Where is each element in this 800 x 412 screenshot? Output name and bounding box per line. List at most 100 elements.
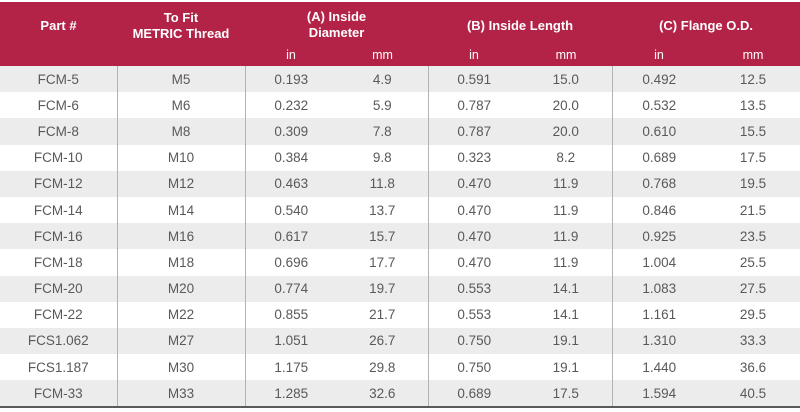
cell-thread: M5: [116, 66, 245, 93]
cell-b-in: 0.750: [427, 354, 521, 381]
cell-a-in: 1.285: [244, 380, 337, 407]
cell-b-in: 0.323: [427, 144, 521, 171]
cell-c-in: 1.083: [611, 275, 707, 302]
cell-b-mm: 11.9: [553, 176, 579, 192]
cell-c-mm: 27.5: [739, 281, 767, 297]
table-row: FCM-10 M10 0.384 9.8 0.323 8.2 0.689 17.5: [0, 144, 800, 171]
thread-label-line2: METRIC Thread: [132, 26, 230, 41]
table-row: FCM-8 M8 0.309 7.8 0.787 20.0 0.610 15.5: [0, 118, 800, 145]
table-row: FCM-6 M6 0.232 5.9 0.787 20.0 0.532 13.5: [0, 92, 800, 119]
cell-thread: M14: [116, 196, 245, 224]
unit-header-b-mm: mm: [520, 48, 613, 66]
cell-c-in: 1.004: [611, 249, 707, 276]
cell-c-mm: 36.6: [739, 359, 767, 375]
cell-part: FCS1.062: [27, 333, 89, 349]
cell-c-mm: 12.5: [739, 71, 767, 87]
cell-part: FCM-20: [33, 281, 83, 297]
cell-a-mm: 19.7: [369, 281, 396, 297]
col-header-flange-od: (C) Flange O.D.: [612, 2, 800, 48]
cell-b-mm: 20.0: [552, 123, 579, 139]
cell-a-in: 1.175: [244, 354, 337, 381]
cell-part: FCS1.187: [27, 359, 89, 375]
table-body: FCM-5 M5 0.193 4.9 0.591 15.0 0.492 12.5 FCM-6 M6…: [0, 66, 800, 407]
cell-c-in: 0.925: [611, 223, 707, 250]
cell-part: FCM-14: [33, 202, 83, 218]
cell-c-in: 0.610: [611, 118, 707, 145]
table-row: FCM-16 M16 0.617 15.7 0.470 11.9 0.925 23.5: [0, 223, 800, 250]
col-header-inside-length: (B) Inside Length: [428, 2, 613, 48]
cell-c-mm: 40.5: [739, 385, 767, 401]
cell-b-in: 0.787: [427, 92, 521, 119]
col-header-metric-thread: To Fit METRIC Thread: [117, 2, 245, 66]
cell-part: FCM-18: [33, 254, 83, 270]
cell-a-in: 0.193: [244, 66, 337, 93]
cell-c-mm: 23.5: [739, 228, 767, 244]
cell-thread: M30: [116, 354, 245, 381]
cell-b-mm: 15.0: [552, 71, 579, 87]
cell-b-in: 0.470: [427, 223, 521, 250]
cell-b-mm: 11.9: [553, 254, 579, 270]
cell-part: FCM-8: [37, 123, 79, 139]
cell-part: FCM-22: [33, 307, 83, 323]
table-row: FCM-22 M22 0.855 21.7 0.553 14.1 1.161 29.5: [0, 301, 800, 328]
cell-part: FCM-5: [37, 71, 79, 87]
cell-c-mm: 33.3: [739, 333, 767, 349]
cell-part: FCM-10: [33, 150, 83, 166]
cell-a-in: 0.855: [244, 301, 337, 328]
cell-b-mm: 14.1: [552, 281, 579, 297]
cell-c-mm: 19.5: [739, 176, 767, 192]
cell-a-mm: 15.7: [369, 228, 396, 244]
cell-thread: M16: [116, 223, 245, 250]
unit-header-row: in mm in mm in mm: [0, 48, 800, 66]
cell-part: FCM-16: [33, 228, 83, 244]
cell-a-in: 0.696: [244, 249, 337, 276]
cell-part: FCM-6: [37, 97, 79, 113]
cell-b-in: 0.470: [427, 196, 521, 224]
cell-b-in: 0.750: [427, 327, 521, 355]
cell-a-mm: 5.9: [372, 97, 392, 113]
cell-b-in: 0.470: [427, 249, 521, 276]
cell-thread: M20: [116, 275, 245, 302]
cell-a-mm: 32.6: [369, 385, 396, 401]
table-row: FCM-18 M18 0.696 17.7 0.470 11.9 1.004 25.5: [0, 249, 800, 276]
cell-a-in: 0.617: [244, 223, 337, 250]
cell-a-mm: 11.8: [369, 176, 395, 192]
col-header-inside-diameter: (A) Inside Diameter: [245, 2, 429, 48]
table-header: Part # To Fit METRIC Thread (A) Inside D…: [0, 2, 800, 66]
cell-c-in: 1.440: [611, 354, 707, 381]
cell-a-mm: 13.7: [369, 202, 396, 218]
table-row: FCM-20 M20 0.774 19.7 0.553 14.1 1.083 27.5: [0, 275, 800, 302]
cell-a-mm: 7.8: [372, 123, 392, 139]
cell-b-mm: 11.9: [553, 202, 579, 218]
cell-thread: M10: [116, 144, 245, 171]
table-row: FCM-14 M14 0.540 13.7 0.470 11.9 0.846 21.5: [0, 196, 800, 224]
cell-b-in: 0.591: [427, 66, 521, 93]
table-row: FCM-33 M33 1.285 32.6 0.689 17.5 1.594 40.5: [0, 380, 800, 407]
cell-c-mm: 21.5: [739, 202, 767, 218]
cell-c-in: 0.768: [611, 170, 707, 197]
cell-thread: M18: [116, 249, 245, 276]
cell-b-mm: 14.1: [552, 307, 579, 323]
cell-a-in: 0.232: [244, 92, 337, 119]
cell-c-in: 0.846: [611, 196, 707, 224]
cell-b-in: 0.689: [427, 380, 521, 407]
cell-b-mm: 20.0: [552, 97, 579, 113]
table-row: FCS1.187 M30 1.175 29.8 0.750 19.1 1.440 36.6: [0, 354, 800, 381]
cell-c-in: 0.492: [611, 66, 707, 93]
cell-a-mm: 29.8: [369, 359, 396, 375]
cell-c-mm: 17.5: [739, 150, 767, 166]
cell-a-mm: 21.7: [369, 307, 396, 323]
cell-b-mm: 19.1: [552, 333, 579, 349]
cell-a-mm: 26.7: [369, 333, 396, 349]
cell-b-mm: 11.9: [553, 228, 579, 244]
cell-b-mm: 8.2: [556, 150, 576, 166]
cell-c-in: 1.594: [611, 380, 707, 407]
cell-thread: M6: [116, 92, 245, 119]
unit-header-c-in: in: [612, 48, 707, 66]
unit-header-c-mm: mm: [706, 48, 800, 66]
cell-c-mm: 29.5: [739, 307, 767, 323]
table-row: FCM-5 M5 0.193 4.9 0.591 15.0 0.492 12.5: [0, 66, 800, 93]
table-row: FCM-12 M12 0.463 11.8 0.470 11.9 0.768 19.5: [0, 170, 800, 197]
